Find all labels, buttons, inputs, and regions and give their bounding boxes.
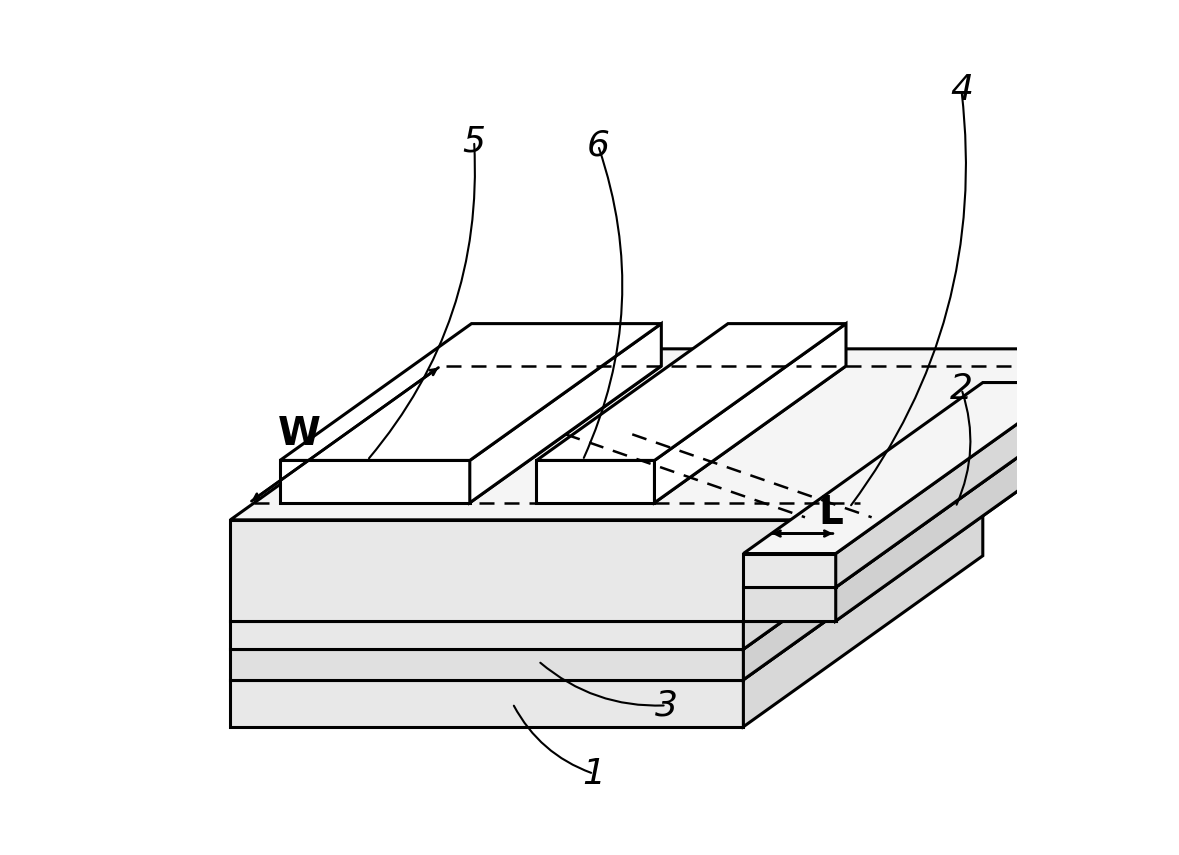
Polygon shape	[536, 366, 847, 503]
Text: 4: 4	[950, 73, 973, 107]
Polygon shape	[836, 349, 1075, 621]
Polygon shape	[230, 680, 744, 727]
Polygon shape	[279, 460, 469, 503]
Text: L: L	[818, 494, 843, 532]
Polygon shape	[469, 323, 661, 503]
Text: 5: 5	[462, 124, 486, 158]
Polygon shape	[230, 621, 744, 649]
Text: 1: 1	[582, 757, 605, 791]
Text: 6: 6	[586, 128, 610, 162]
Polygon shape	[836, 416, 1075, 621]
Polygon shape	[230, 649, 744, 680]
Polygon shape	[836, 382, 1075, 587]
Polygon shape	[230, 349, 1075, 520]
Polygon shape	[230, 509, 983, 680]
Polygon shape	[654, 323, 847, 503]
Polygon shape	[230, 520, 836, 621]
Polygon shape	[744, 478, 983, 680]
Polygon shape	[744, 587, 836, 621]
Polygon shape	[744, 553, 836, 587]
Polygon shape	[230, 450, 983, 621]
Text: 3: 3	[656, 688, 678, 722]
Polygon shape	[279, 323, 661, 460]
Polygon shape	[536, 460, 654, 503]
Text: W: W	[277, 416, 321, 453]
Polygon shape	[279, 366, 661, 503]
Polygon shape	[230, 478, 983, 649]
Polygon shape	[744, 509, 983, 727]
Text: 2: 2	[950, 372, 973, 406]
Polygon shape	[744, 450, 983, 649]
Polygon shape	[744, 416, 1075, 587]
Polygon shape	[744, 382, 1075, 553]
Polygon shape	[536, 323, 847, 460]
